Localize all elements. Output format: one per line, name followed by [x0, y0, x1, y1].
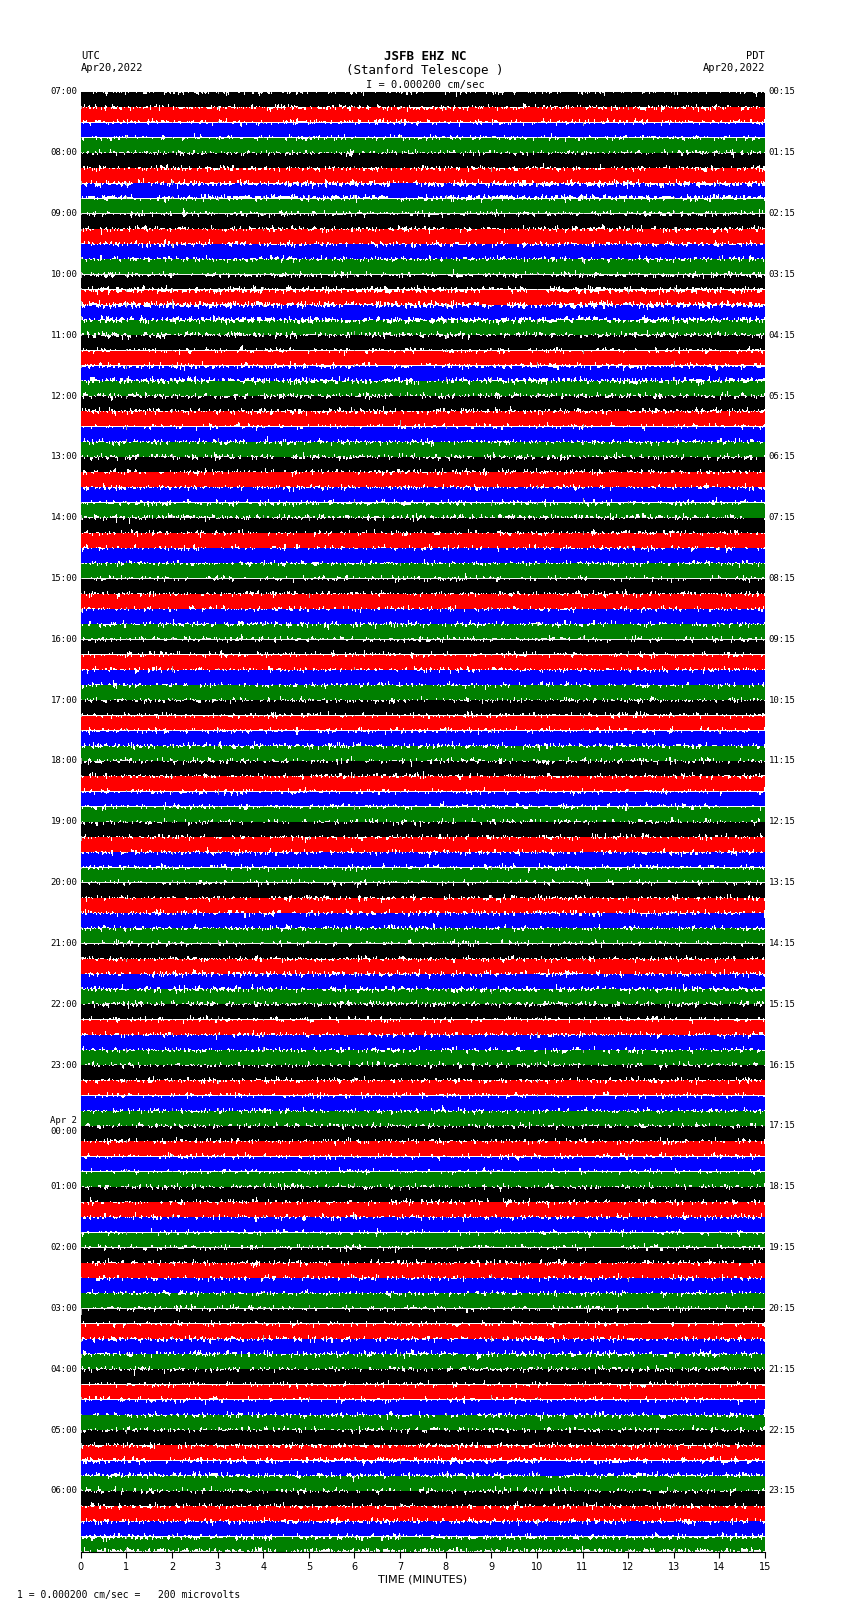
- Text: 00:15: 00:15: [768, 87, 796, 97]
- Text: PDT
Apr20,2022: PDT Apr20,2022: [702, 52, 765, 73]
- Text: 15:15: 15:15: [768, 1000, 796, 1008]
- Text: 21:15: 21:15: [768, 1365, 796, 1374]
- Text: 20:00: 20:00: [50, 877, 77, 887]
- Text: 11:00: 11:00: [50, 331, 77, 340]
- Text: 02:00: 02:00: [50, 1244, 77, 1252]
- Text: 07:00: 07:00: [50, 87, 77, 97]
- Text: 05:15: 05:15: [768, 392, 796, 400]
- Text: 05:00: 05:00: [50, 1426, 77, 1434]
- Text: 03:00: 03:00: [50, 1303, 77, 1313]
- Text: 04:15: 04:15: [768, 331, 796, 340]
- Text: (Stanford Telescope ): (Stanford Telescope ): [346, 65, 504, 77]
- Text: 13:15: 13:15: [768, 877, 796, 887]
- Text: 10:15: 10:15: [768, 695, 796, 705]
- Text: 17:15: 17:15: [768, 1121, 796, 1131]
- Text: 22:15: 22:15: [768, 1426, 796, 1434]
- Text: 14:15: 14:15: [768, 939, 796, 948]
- Text: 01:15: 01:15: [768, 148, 796, 156]
- Text: 20:15: 20:15: [768, 1303, 796, 1313]
- Text: 16:00: 16:00: [50, 636, 77, 644]
- Text: 01:00: 01:00: [50, 1182, 77, 1192]
- Text: 09:15: 09:15: [768, 636, 796, 644]
- Text: 1 = 0.000200 cm/sec =   200 microvolts: 1 = 0.000200 cm/sec = 200 microvolts: [17, 1590, 241, 1600]
- Text: 18:15: 18:15: [768, 1182, 796, 1192]
- Text: JSFB EHZ NC: JSFB EHZ NC: [383, 50, 467, 63]
- Text: 06:00: 06:00: [50, 1487, 77, 1495]
- Text: 02:15: 02:15: [768, 210, 796, 218]
- Text: 04:00: 04:00: [50, 1365, 77, 1374]
- Text: I = 0.000200 cm/sec: I = 0.000200 cm/sec: [366, 81, 484, 90]
- Text: 23:15: 23:15: [768, 1487, 796, 1495]
- Text: 10:00: 10:00: [50, 269, 77, 279]
- Text: 16:15: 16:15: [768, 1061, 796, 1069]
- Text: 21:00: 21:00: [50, 939, 77, 948]
- Text: 15:00: 15:00: [50, 574, 77, 582]
- Text: 07:15: 07:15: [768, 513, 796, 523]
- Text: 13:00: 13:00: [50, 452, 77, 461]
- Text: 06:15: 06:15: [768, 452, 796, 461]
- Text: 12:15: 12:15: [768, 818, 796, 826]
- Text: 08:00: 08:00: [50, 148, 77, 156]
- Text: 22:00: 22:00: [50, 1000, 77, 1008]
- Text: 11:15: 11:15: [768, 756, 796, 766]
- Text: Apr 2
00:00: Apr 2 00:00: [50, 1116, 77, 1136]
- Text: 17:00: 17:00: [50, 695, 77, 705]
- Text: 03:15: 03:15: [768, 269, 796, 279]
- Text: 18:00: 18:00: [50, 756, 77, 766]
- Text: 12:00: 12:00: [50, 392, 77, 400]
- Text: 19:00: 19:00: [50, 818, 77, 826]
- Text: 23:00: 23:00: [50, 1061, 77, 1069]
- Text: 14:00: 14:00: [50, 513, 77, 523]
- Text: UTC
Apr20,2022: UTC Apr20,2022: [81, 52, 144, 73]
- Text: 09:00: 09:00: [50, 210, 77, 218]
- Text: 08:15: 08:15: [768, 574, 796, 582]
- Text: 19:15: 19:15: [768, 1244, 796, 1252]
- X-axis label: TIME (MINUTES): TIME (MINUTES): [378, 1574, 468, 1586]
